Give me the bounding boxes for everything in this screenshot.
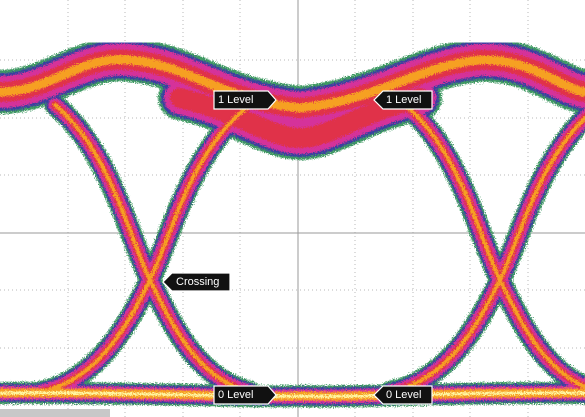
tag-label: Crossing: [176, 276, 219, 288]
crossing-tag: Crossing: [163, 273, 230, 291]
zero-level-right-tag: 0 Level: [374, 386, 432, 404]
tag-label: 1 Level: [218, 94, 253, 106]
status-tab: [0, 409, 110, 417]
tag-label: 1 Level: [386, 94, 421, 106]
one-level-right-tag: 1 Level: [374, 91, 432, 109]
zero-level-left-tag: 0 Level: [214, 386, 276, 404]
tag-label: 0 Level: [386, 389, 421, 401]
eye-diagram-screen: 1 Level 1 Level Crossing 0 Level 0 Level: [0, 0, 585, 417]
eye-traces: [0, 60, 585, 397]
tag-label: 0 Level: [218, 389, 253, 401]
page: {"labels": {"one_level_left": "1 Level",…: [0, 0, 585, 417]
one-level-left-tag: 1 Level: [214, 91, 276, 109]
